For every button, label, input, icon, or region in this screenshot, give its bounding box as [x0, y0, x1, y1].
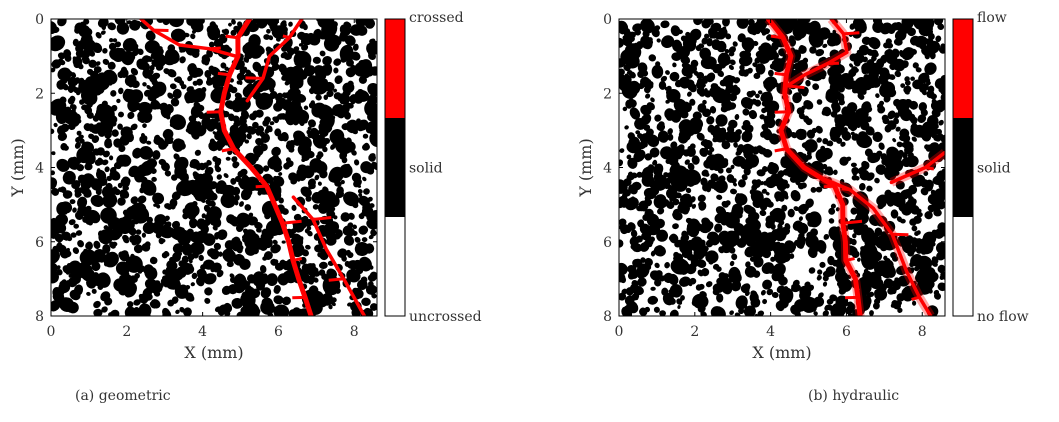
- chart-b-xlabel: X (mm): [752, 343, 811, 362]
- chart-b-ytick-label-2: 4: [603, 161, 612, 177]
- chart-a-colorbar-top: [385, 19, 405, 118]
- chart-a-main-path: [218, 19, 314, 316]
- chart-b-main-path-stub-1: [770, 34, 783, 40]
- chart-a-xtick-label-2: 4: [198, 324, 207, 340]
- chart-b-ylabel: Y (mm): [576, 138, 595, 197]
- caption-hydraulic: (b) hydraulic: [808, 388, 900, 404]
- chart-b-main-path-halo: [764, 19, 865, 316]
- chart-b-xtick-label-1: 2: [690, 324, 699, 340]
- chart-a-main-path-stub-3: [217, 71, 230, 77]
- chart-a-branch-0-stub-3: [210, 46, 221, 51]
- chart-a-colorbar-label-top: crossed: [409, 10, 464, 26]
- chart-a-main-path-stub-1: [225, 34, 237, 40]
- chart-b-ytick-label-3: 6: [603, 235, 612, 251]
- chart-b-branch-1-stub-1: [841, 187, 851, 192]
- chart-a-main-path-stub-7: [221, 147, 234, 153]
- chart-b-branch-2: [889, 150, 945, 185]
- chart-b-main-path-stub-13: [846, 257, 855, 262]
- chart-b-branch-2-halo: [889, 149, 945, 187]
- chart-a-xtick-label-0: 0: [47, 324, 56, 340]
- chart-b-ytick-label-4: 8: [603, 309, 612, 325]
- chart-a-xtick-label-3: 6: [274, 324, 283, 340]
- chart-b-main-path: [765, 19, 863, 316]
- chart-b-xtick-label-3: 6: [842, 324, 851, 340]
- chart-a-main-path-stub-9: [255, 184, 268, 189]
- chart-a-colorbar-bottom: [385, 217, 405, 316]
- chart-b-branch-1-stub-5: [911, 295, 919, 301]
- chart-b-branch-2-stub-1: [925, 166, 935, 171]
- chart-a-colorbar-label-bottom: uncrossed: [409, 309, 482, 325]
- chart-a-main-path-stub-11: [282, 219, 302, 225]
- chart-b-main-path-stub-7: [774, 147, 787, 153]
- chart-a-xtick-label-1: 2: [122, 324, 131, 340]
- chart-b-colorbar-middle: [953, 118, 973, 217]
- chart-b-xtick-label-0: 0: [615, 324, 624, 340]
- chart-a-ytick-label-0: 0: [35, 12, 44, 28]
- chart-b-branch-0-stub-5: [785, 84, 805, 90]
- chart-b-ytick-label-1: 2: [603, 86, 612, 102]
- chart-b-branch-0: [785, 19, 849, 88]
- chart-b-ytick-label-0: 0: [603, 12, 612, 28]
- chart-a-xtick-label-4: 8: [350, 324, 359, 340]
- chart-b-colorbar-label-bottom: no flow: [977, 309, 1029, 325]
- chart-a-ylabel: Y (mm): [8, 138, 27, 197]
- chart-a-ytick-label-4: 8: [35, 309, 44, 325]
- chart-a-branch-1: [245, 19, 304, 103]
- chart-a-branch-2-stub-3: [328, 277, 344, 282]
- chart-a-branch-2-stub-1: [312, 216, 332, 221]
- chart-a-paths: [139, 19, 367, 316]
- chart-a-solid-grains: [51, 19, 377, 316]
- chart-b-colorbar-label-middle: solid: [977, 161, 1011, 177]
- chart-b-main-path-stub-11: [842, 219, 863, 225]
- chart-a-branch-1-stub-1: [282, 34, 291, 40]
- chart-b-colorbar-bottom: [953, 217, 973, 316]
- chart-b-branch-0-stub-1: [842, 31, 860, 36]
- chart-b-xtick-label-2: 4: [766, 324, 775, 340]
- chart-a-branch-1-stub-3: [245, 76, 264, 80]
- chart-a-ytick-label-2: 4: [35, 161, 44, 177]
- chart-a-xlabel: X (mm): [184, 343, 243, 362]
- chart-a-main-path-stub-13: [293, 257, 303, 262]
- chart-b-paths: [764, 19, 945, 316]
- chart-b-colorbar-label-top: flow: [977, 10, 1007, 26]
- chart-b-colorbar-frame: [952, 18, 974, 317]
- caption-geometric: (a) geometric: [75, 388, 171, 404]
- chart-b-main-path-stub-9: [823, 184, 836, 189]
- chart-a-ytick-label-1: 2: [35, 86, 44, 102]
- chart-a-ytick-label-3: 6: [35, 235, 44, 251]
- chart-b-branch-0-halo: [784, 19, 852, 90]
- chart-a-branch-2: [291, 195, 367, 316]
- chart-b-xtick-label-4: 8: [918, 324, 927, 340]
- chart-b-solid-grains: [619, 19, 945, 316]
- chart-a-branch-0: [139, 19, 238, 58]
- chart-a-colorbar-frame: [384, 18, 406, 317]
- chart-a-colorbar-label-middle: solid: [409, 161, 443, 177]
- chart-b-colorbar-top: [953, 19, 973, 118]
- chart-b-main-path-stub-3: [774, 71, 786, 77]
- chart-a-colorbar-middle: [385, 118, 405, 217]
